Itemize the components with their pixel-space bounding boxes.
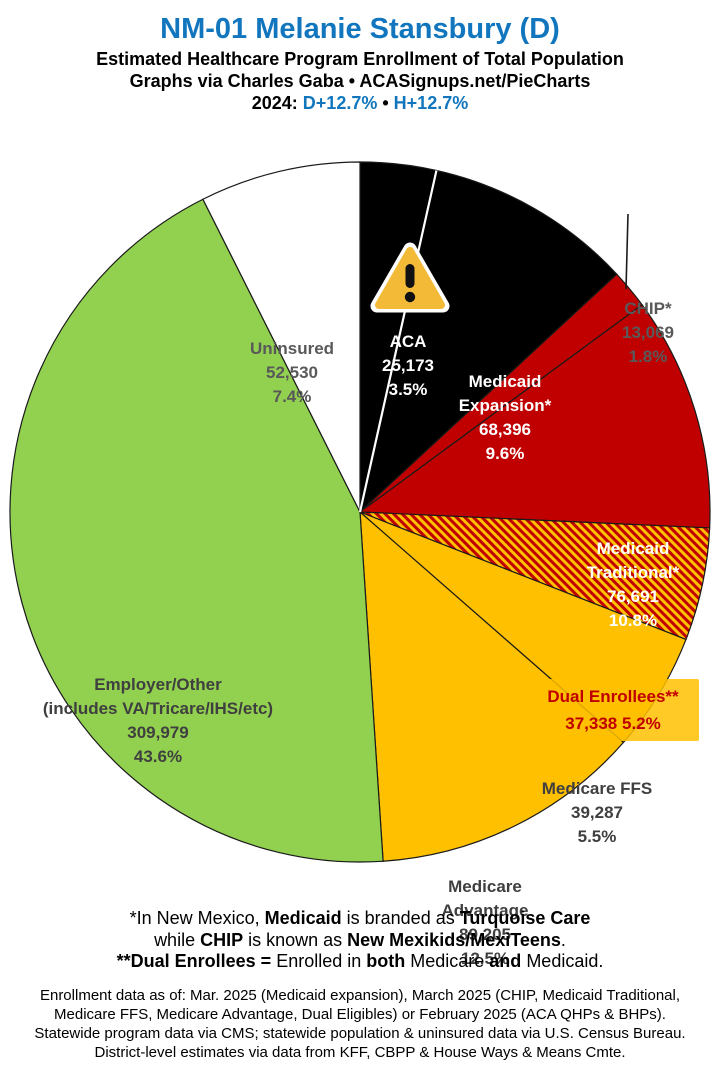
slice-divider-line [358, 170, 438, 513]
footnote-line-3: **Dual Enrollees = Enrolled in both Medi… [116, 951, 604, 971]
chip-leader-line [625, 213, 629, 290]
header: NM-01 Melanie Stansbury (D) Estimated He… [0, 10, 720, 114]
pie-svg [9, 161, 711, 863]
partisan-lean-line: 2024: D+12.7% • H+12.7% [251, 93, 469, 113]
pie-slice-medicaid-expansion [358, 169, 618, 514]
footnote-line-1: *In New Mexico, Medicaid is branded as T… [129, 908, 591, 928]
source-line-3: Statewide program data via CMS; statewid… [34, 1025, 686, 1042]
credit-line: Graphs via Charles Gaba • ACASignups.net… [129, 71, 591, 91]
source-line-2: Medicare FFS, Medicare Advantage, Dual E… [54, 1006, 666, 1023]
warning-icon [370, 241, 450, 315]
source-block: Enrollment data as of: Mar. 2025 (Medica… [0, 986, 720, 1062]
pie-chart: ACA 25,173 3.5% Medicaid Expansion* 68,396 9.6… [0, 152, 720, 968]
pie-slice-medicaid-traditional [358, 303, 711, 529]
source-line-1: Enrollment data as of: Mar. 2025 (Medica… [39, 987, 681, 1004]
subtitle: Estimated Healthcare Program Enrollment … [96, 49, 624, 69]
pie-slice-employer-other [9, 198, 384, 863]
footnote-block: *In New Mexico, Medicaid is branded as T… [0, 908, 720, 973]
pie-slice-uninsured [202, 161, 361, 513]
pie-slice-medicare-advantage [359, 510, 625, 862]
source-line-4: District-level estimates via data from K… [94, 1044, 626, 1061]
footnote-line-2: while CHIP is known as New Mexikids/Mexi… [154, 929, 566, 950]
page-title: NM-01 Melanie Stansbury (D) [160, 13, 560, 45]
